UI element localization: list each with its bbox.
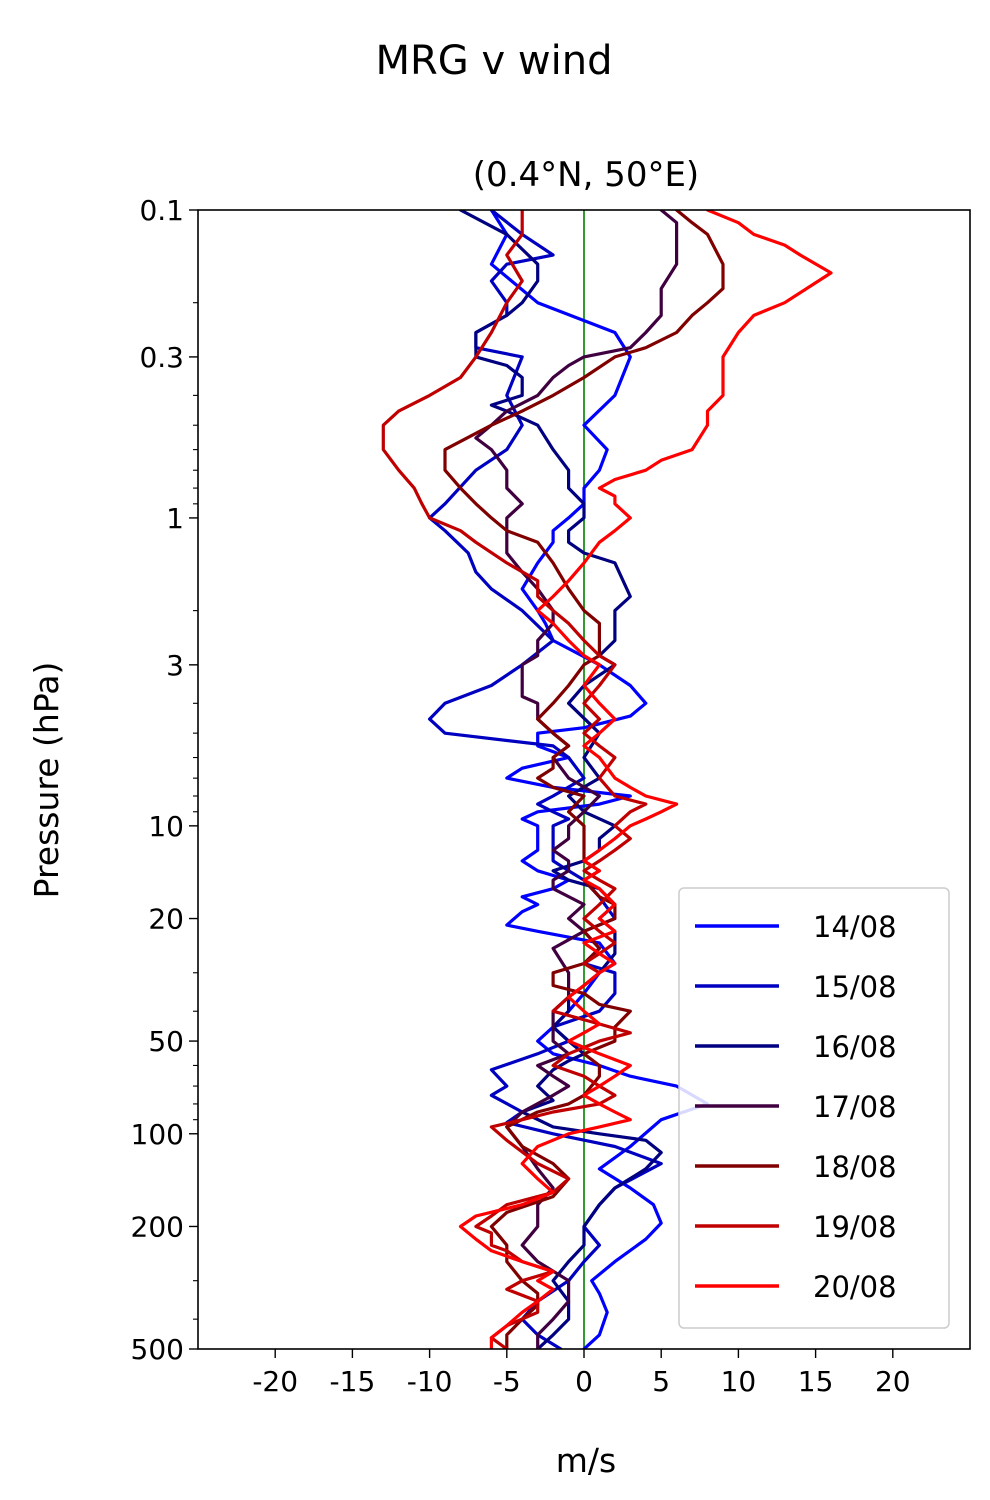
y-axis-label: Pressure (hPa) — [27, 662, 66, 899]
x-tick-label: 20 — [875, 1365, 911, 1398]
y-tick-label: 0.1 — [139, 194, 184, 227]
figure-title: MRG v wind — [376, 38, 613, 84]
x-tick-label: -5 — [493, 1365, 521, 1398]
y-tick-label: 20 — [148, 903, 184, 936]
legend-label: 18/08 — [813, 1150, 897, 1184]
x-tick-label: -15 — [330, 1365, 376, 1398]
axes-title: (0.4°N, 50°E) — [473, 155, 699, 195]
series-line-19-08 — [381, 210, 648, 1349]
legend-label: 16/08 — [813, 1030, 897, 1064]
series-line-16-08 — [458, 210, 663, 1349]
x-tick-label: 10 — [721, 1365, 757, 1398]
legend-box — [678, 887, 950, 1329]
legend-label: 17/08 — [813, 1090, 897, 1124]
legend: 14/08 15/08 16/08 17/08 18/08 19/08 20/08 — [678, 887, 950, 1329]
plot-area: -20 -15 -10 -5 0 5 10 15 20 0.1 0.3 1 3 10 20 50 100 200 5… — [131, 194, 971, 1398]
y-tick-label: 500 — [131, 1333, 184, 1366]
y-tick-label: 1 — [166, 502, 184, 535]
x-tick-label: 5 — [652, 1365, 670, 1398]
y-tick-label: 3 — [166, 649, 184, 682]
y-tick-label: 50 — [148, 1025, 184, 1058]
series-line-18-08 — [443, 210, 725, 1349]
x-tick-label: -10 — [407, 1365, 453, 1398]
series-line-15-08 — [428, 210, 663, 1349]
y-tick-label: 0.3 — [139, 341, 184, 374]
legend-label: 20/08 — [813, 1270, 897, 1304]
series-line-20-08 — [458, 210, 833, 1349]
x-axis-label: m/s — [556, 1441, 616, 1480]
legend-label: 19/08 — [813, 1210, 897, 1244]
series-line-14-08 — [489, 210, 710, 1349]
x-tick-label: 15 — [798, 1365, 834, 1398]
x-tick-label: -20 — [252, 1365, 298, 1398]
y-tick-label: 10 — [148, 810, 184, 843]
y-tick-label: 200 — [131, 1210, 184, 1243]
legend-label: 15/08 — [813, 970, 897, 1004]
legend-label: 14/08 — [813, 910, 897, 944]
y-tick-label: 100 — [131, 1118, 184, 1151]
x-tick-label: 0 — [575, 1365, 593, 1398]
